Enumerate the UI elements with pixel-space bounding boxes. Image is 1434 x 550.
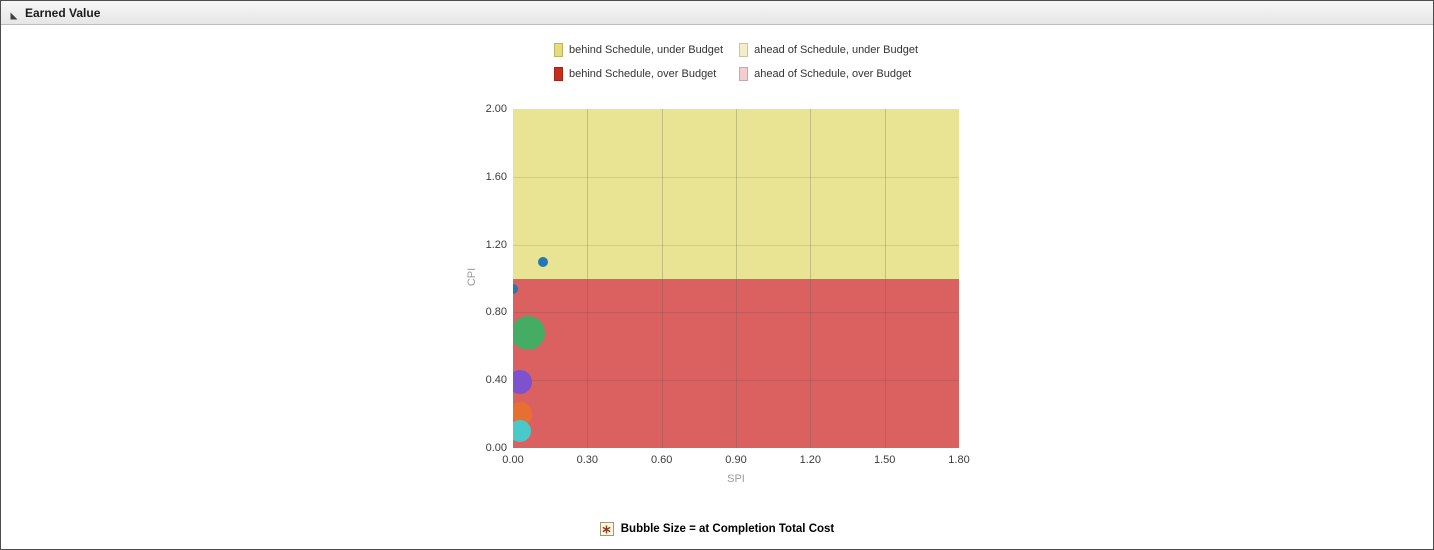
legend-item-ahead-under: ahead of Schedule, under Budget <box>739 43 918 57</box>
gridline <box>884 109 886 448</box>
gridline <box>513 312 959 314</box>
bubble-size-icon <box>599 522 614 536</box>
chart-legend: behind Schedule, under Budget ahead of S… <box>501 43 971 81</box>
gridline <box>587 109 589 448</box>
legend-label: behind Schedule, under Budget <box>568 44 724 56</box>
y-tick-label: 1.60 <box>485 170 507 183</box>
y-tick-label: 1.20 <box>485 238 507 251</box>
gridline <box>513 244 959 246</box>
x-tick-label: 1.20 <box>799 454 822 466</box>
bubble-size-note-text: Bubble Size = at Completion Total Cost <box>620 523 835 535</box>
quadrant-region <box>513 278 959 448</box>
plot-area <box>513 109 959 448</box>
data-bubble[interactable] <box>537 256 548 267</box>
x-axis-title: SPI <box>727 473 745 485</box>
x-tick-label: 0.60 <box>650 454 673 466</box>
panel-title: Earned Value <box>25 5 101 20</box>
y-tick-label: 0.00 <box>485 442 507 454</box>
data-bubble[interactable] <box>513 283 518 294</box>
legend-item-behind-over: behind Schedule, over Budget <box>553 67 717 81</box>
x-tick-label: 0.90 <box>725 454 747 466</box>
legend-label: ahead of Schedule, under Budget <box>754 44 919 56</box>
y-tick-label: 0.40 <box>485 374 507 387</box>
x-tick-label: 1.80 <box>948 454 970 466</box>
legend-swatch-ahead-over <box>739 67 749 81</box>
collapse-triangle-icon[interactable] <box>9 8 19 19</box>
gridline <box>513 380 959 382</box>
legend-label: behind Schedule, over Budget <box>568 68 717 80</box>
x-tick-label: 0.00 <box>502 454 524 466</box>
y-tick-label: 0.80 <box>485 306 507 319</box>
quadrant-region <box>513 109 959 279</box>
y-axis-title: CPI <box>466 267 479 287</box>
gridline <box>661 109 663 448</box>
x-tick-label: 0.30 <box>576 454 599 466</box>
gridline <box>513 176 959 178</box>
panel-header[interactable]: Earned Value <box>1 1 1433 25</box>
data-bubble[interactable] <box>513 369 533 394</box>
gridline <box>736 109 737 448</box>
y-tick-label: 2.00 <box>485 103 507 115</box>
gridline <box>810 109 812 448</box>
legend-label: ahead of Schedule, over Budget <box>754 68 912 80</box>
bubble-size-note: Bubble Size = at Completion Total Cost <box>1 522 1433 536</box>
legend-swatch-ahead-under <box>739 43 749 57</box>
legend-item-behind-under: behind Schedule, under Budget <box>553 43 724 57</box>
data-bubble[interactable] <box>513 315 545 350</box>
x-tick-label: 1.50 <box>873 454 896 466</box>
legend-swatch-behind-over <box>553 67 563 81</box>
data-bubble[interactable] <box>513 420 532 443</box>
legend-swatch-behind-under <box>553 43 563 57</box>
legend-item-ahead-over: ahead of Schedule, over Budget <box>739 67 911 81</box>
